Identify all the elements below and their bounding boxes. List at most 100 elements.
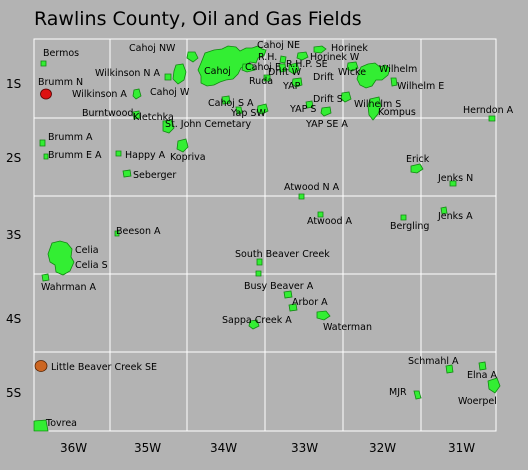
field-label: Little Beaver Creek SE bbox=[51, 362, 157, 373]
field-label: Cahoj NW bbox=[129, 43, 176, 54]
field-shape-burntwood[interactable] bbox=[132, 110, 141, 120]
field-shape-arbor-a[interactable] bbox=[288, 303, 298, 312]
field-shape-yap-se-a[interactable] bbox=[320, 106, 332, 117]
field-label: Drift W bbox=[268, 67, 302, 78]
map-title: Rawlins County, Oil and Gas Fields bbox=[34, 8, 362, 30]
field-label: Wilhelm E bbox=[397, 81, 444, 92]
field-shape-yap-sw[interactable] bbox=[256, 103, 269, 115]
field-shape-busy-beaver-a[interactable] bbox=[283, 290, 293, 299]
field-shape-wilkinson-n-a[interactable] bbox=[164, 73, 172, 81]
field-shape-south-beaver-creek-2[interactable] bbox=[255, 270, 262, 277]
field-shape-schmahl-a[interactable] bbox=[445, 364, 454, 374]
field-shape-sappa-creek-a[interactable] bbox=[248, 319, 260, 330]
field-shape-wilhelm-s[interactable] bbox=[367, 96, 382, 121]
range-label: 35W bbox=[134, 441, 161, 455]
field-shape-brumm-a[interactable] bbox=[39, 139, 46, 147]
field-label: Wilkinson A bbox=[72, 89, 127, 100]
field-label: Erick bbox=[406, 154, 430, 165]
field-label: Yap SW bbox=[230, 108, 266, 119]
field-label: YAP SE A bbox=[305, 119, 348, 130]
field-label: Brumm A bbox=[48, 132, 93, 143]
field-shape-elna-a[interactable] bbox=[478, 361, 487, 371]
field-label: Atwood N A bbox=[284, 182, 340, 193]
field-shape-horinek-w[interactable] bbox=[296, 51, 309, 61]
range-label: 32W bbox=[369, 441, 396, 455]
field-label: R.H.P. SE bbox=[286, 59, 328, 70]
field-shape-celia[interactable] bbox=[47, 240, 75, 276]
field-label: Arbor A bbox=[292, 297, 328, 308]
field-shape-jenks-n[interactable] bbox=[449, 180, 457, 187]
field-label: Wilhelm S bbox=[354, 99, 401, 110]
township-labels: 1S 2S 3S 4S 5S bbox=[6, 77, 21, 400]
field-label: Tovrea bbox=[45, 418, 77, 429]
field-shape-cahoj-e[interactable] bbox=[241, 63, 256, 73]
field-shape-horinek[interactable] bbox=[313, 45, 327, 54]
field-label: YAP S bbox=[289, 104, 316, 115]
field-shape-south-beaver-creek[interactable] bbox=[256, 258, 263, 266]
field-shape-wilkinson-a[interactable] bbox=[132, 88, 142, 100]
field-shape-bermos[interactable] bbox=[40, 60, 47, 67]
field-shape-brumm-e-a[interactable] bbox=[43, 153, 49, 160]
field-shape-drift-s[interactable] bbox=[340, 91, 352, 103]
township-label: 1S bbox=[6, 77, 21, 91]
field-shape-yap[interactable] bbox=[291, 77, 303, 88]
field-shape-drift-a[interactable] bbox=[288, 62, 300, 75]
township-grid bbox=[33, 38, 497, 432]
field-shape-seberger[interactable] bbox=[122, 169, 132, 178]
field-label: Cahoj NE bbox=[257, 40, 300, 51]
field-shape-little-beaver-creek-se[interactable] bbox=[34, 360, 48, 372]
range-label: 31W bbox=[448, 441, 475, 455]
field-shape-drift-w[interactable] bbox=[278, 63, 287, 73]
field-label: Atwood A bbox=[307, 216, 353, 227]
field-shape-wilhelm-e[interactable] bbox=[390, 77, 398, 87]
field-label: Brumm N bbox=[38, 77, 83, 88]
field-shape-kopriva[interactable] bbox=[176, 138, 189, 153]
field-label: Happy A bbox=[125, 150, 166, 161]
field-label: Busy Beaver A bbox=[244, 281, 314, 292]
field-label: Bergling bbox=[390, 221, 429, 232]
field-shape-wahrman-a[interactable] bbox=[41, 273, 50, 282]
field-shape-st-john-cemetary[interactable] bbox=[235, 106, 243, 115]
field-shape-atwood-n-a[interactable] bbox=[298, 193, 305, 200]
field-label: Celia S bbox=[75, 260, 108, 271]
field-shape-kletchka[interactable] bbox=[162, 119, 175, 134]
field-shape-tovrea[interactable] bbox=[33, 419, 49, 432]
field-labels: Bermos Cahoj NW Cahoj NE Horinek Horinek… bbox=[38, 40, 514, 429]
field-label: Seberger bbox=[133, 170, 176, 181]
field-shape-brumm-n[interactable] bbox=[40, 88, 52, 100]
field-label: St. John Cemetary bbox=[165, 119, 251, 130]
field-shape-erick[interactable] bbox=[410, 163, 424, 174]
field-shape-wicke[interactable] bbox=[346, 61, 359, 72]
field-shape-bergling[interactable] bbox=[400, 214, 407, 221]
township-label: 3S bbox=[6, 228, 21, 242]
field-shape-yap-s[interactable] bbox=[305, 100, 314, 109]
field-shape-beeson-a[interactable] bbox=[114, 230, 120, 237]
field-shape-herndon-a[interactable] bbox=[488, 115, 496, 122]
field-shape-woerpel[interactable] bbox=[487, 377, 501, 394]
field-label: Cahoj S A bbox=[208, 98, 254, 109]
field-label: Ruda bbox=[249, 76, 273, 87]
field-shape-jenks-a[interactable] bbox=[440, 206, 448, 215]
field-shape-cahoj[interactable] bbox=[197, 45, 267, 87]
field-shape-waterman[interactable] bbox=[316, 310, 331, 321]
field-shapes bbox=[33, 45, 501, 432]
field-label: Sappa Creek A bbox=[222, 315, 292, 326]
field-label: Cahoj bbox=[204, 66, 231, 77]
field-label: Schmahl A bbox=[408, 356, 459, 367]
field-shape-wilhelm[interactable] bbox=[356, 62, 391, 89]
field-shape-happy-a[interactable] bbox=[115, 150, 122, 157]
field-shape-ruda[interactable] bbox=[263, 74, 271, 82]
field-shape-rhp-se[interactable] bbox=[279, 55, 287, 64]
field-shape-cahoj-s-a[interactable] bbox=[221, 95, 231, 105]
field-label: Horinek W bbox=[310, 52, 360, 63]
field-shape-atwood-a[interactable] bbox=[317, 211, 324, 218]
field-label: Woerpel bbox=[458, 396, 497, 407]
field-shape-mjr[interactable] bbox=[413, 390, 422, 400]
field-label: Drift S bbox=[313, 94, 343, 105]
field-label: Celia bbox=[75, 245, 99, 256]
township-label: 2S bbox=[6, 151, 21, 165]
range-label: 33W bbox=[291, 441, 318, 455]
township-label: 4S bbox=[6, 312, 21, 326]
field-shape-cahoj-nw[interactable] bbox=[186, 51, 199, 63]
field-shape-cahoj-w[interactable] bbox=[172, 63, 187, 85]
